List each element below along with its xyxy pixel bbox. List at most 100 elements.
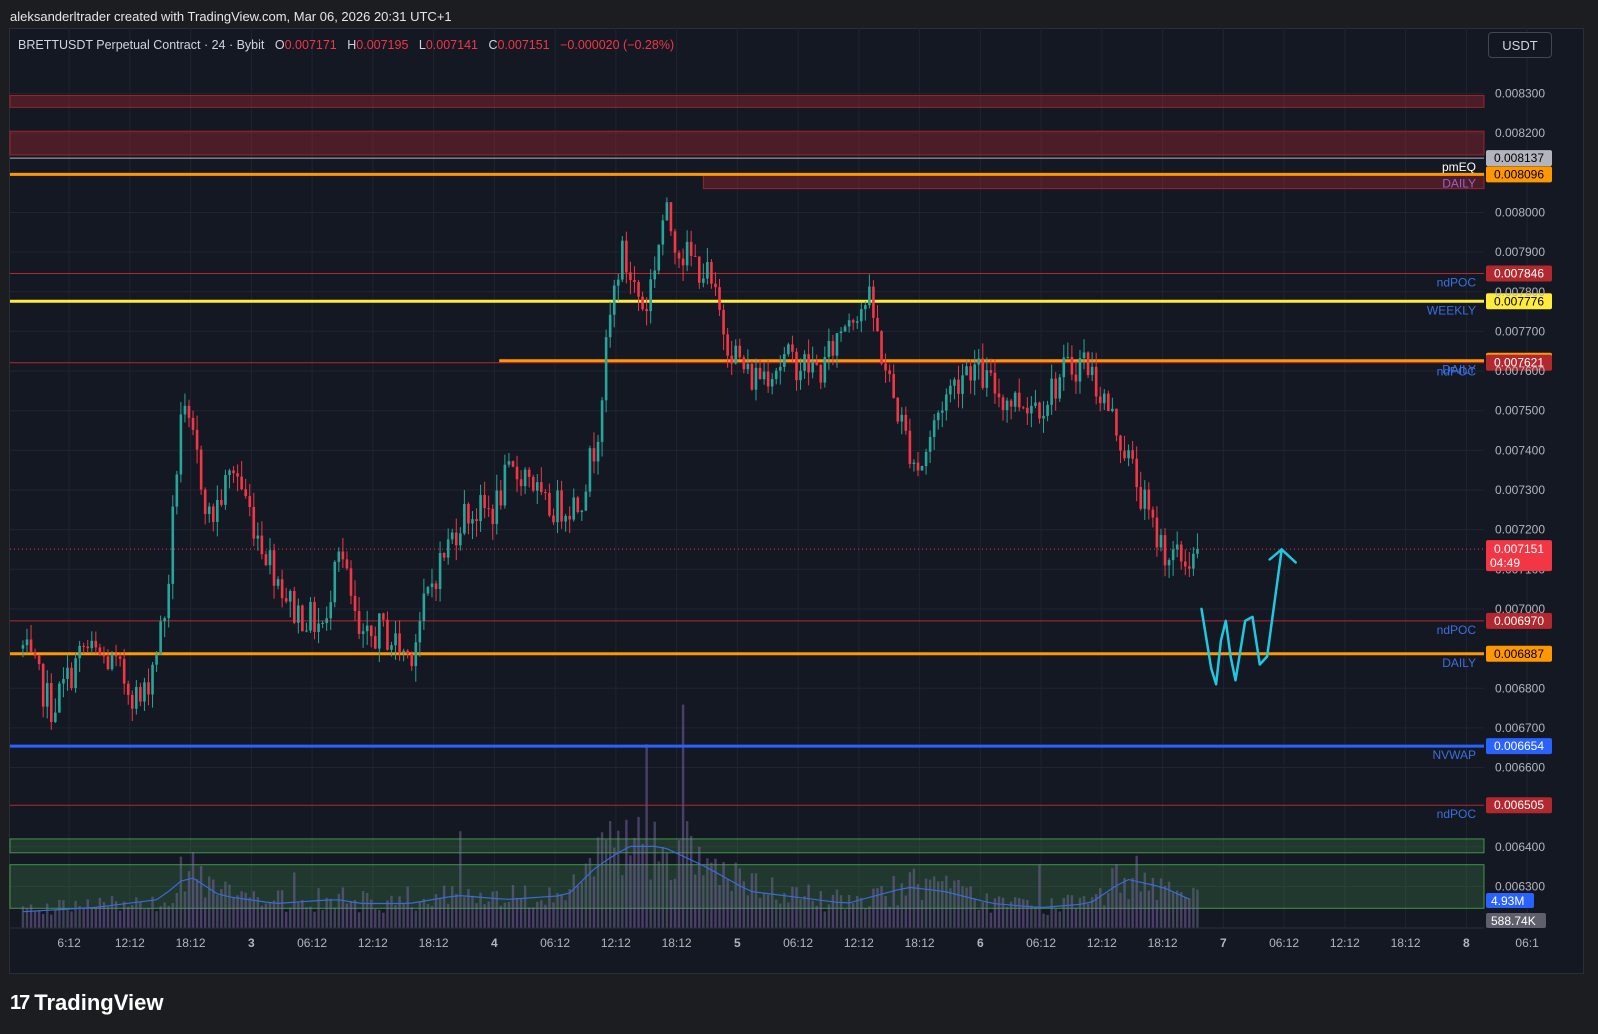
volume-bar <box>357 912 361 928</box>
high-label: H <box>347 38 357 52</box>
candle-body <box>1151 509 1155 518</box>
volume-bar <box>98 897 102 928</box>
volume-bar <box>665 852 669 928</box>
candle <box>1135 446 1138 502</box>
volume-bar <box>463 897 466 928</box>
y-axis-tick-label: 0.007200 <box>1495 523 1545 537</box>
volume-bar <box>661 847 665 928</box>
candle-body <box>653 270 657 280</box>
volume-bar <box>1030 905 1033 928</box>
arrow-up-icon <box>1268 547 1297 564</box>
open-label: O <box>274 38 285 52</box>
demand-zone <box>9 838 1485 854</box>
candle-body <box>1042 415 1045 419</box>
candle <box>341 537 345 568</box>
currency-button[interactable]: USDT <box>1488 32 1552 58</box>
candle <box>292 586 296 625</box>
candle-body <box>122 658 126 684</box>
chart-pane[interactable] <box>9 28 1584 974</box>
price-tag-label: 0.007776 <box>1494 294 1544 308</box>
volume-bar <box>734 862 737 928</box>
candle-body <box>1119 435 1122 451</box>
candle <box>309 597 312 633</box>
candle-body <box>110 654 114 670</box>
candle <box>394 620 397 660</box>
candle <box>519 470 523 496</box>
candle-body <box>187 405 191 418</box>
candle <box>159 615 162 655</box>
candle <box>236 464 239 492</box>
candle-body <box>236 473 239 477</box>
volume-bar <box>884 896 887 928</box>
volume-bar <box>896 905 899 928</box>
price-tag-label: 0.006970 <box>1494 614 1544 628</box>
candle <box>414 633 418 682</box>
x-axis-tick-label: 06:12 <box>297 936 327 950</box>
candle-body <box>612 285 616 315</box>
candle <box>418 611 422 657</box>
candle <box>1001 394 1005 421</box>
candle-body <box>726 334 729 356</box>
y-axis-tick-label: 0.007700 <box>1495 324 1545 338</box>
volume-bar <box>325 897 328 928</box>
volume-bar <box>353 899 357 928</box>
candle <box>758 359 762 380</box>
volume-bar <box>58 899 61 928</box>
volume-bar <box>843 909 847 928</box>
candle-body <box>268 550 272 566</box>
volume-bar <box>750 873 754 928</box>
tradingview-logo: 17 TradingView <box>10 990 163 1016</box>
candle <box>774 367 778 385</box>
candle <box>450 528 454 545</box>
high-value: 0.007195 <box>356 38 409 52</box>
candle <box>556 479 559 534</box>
candle <box>175 470 179 515</box>
candle-body <box>309 601 312 631</box>
volume-bar <box>333 907 336 928</box>
candle <box>957 365 960 408</box>
x-axis-tick-label: 6:12 <box>57 936 81 950</box>
volume-bar <box>260 905 264 928</box>
x-axis-tick-label: 12:12 <box>1087 936 1117 950</box>
candle-body <box>349 568 353 596</box>
volume-bar <box>989 912 993 928</box>
volume-bar <box>378 909 381 928</box>
candle-body <box>702 278 705 283</box>
candle <box>345 551 349 571</box>
volume-bar <box>604 839 608 928</box>
volume-bar <box>600 832 604 928</box>
volume-bar <box>827 904 831 928</box>
candle <box>130 690 134 722</box>
volume-bar <box>467 888 470 928</box>
candle <box>1050 364 1053 415</box>
candle-body <box>426 587 430 594</box>
volume-bar <box>1058 911 1061 928</box>
candle <box>25 628 29 654</box>
candle <box>928 430 932 464</box>
price-tag <box>1486 293 1552 310</box>
candle-body <box>369 625 373 637</box>
candle <box>811 346 814 379</box>
candle <box>147 668 150 706</box>
candle-body <box>232 470 235 474</box>
volume-bar <box>1155 899 1159 928</box>
candle <box>965 360 968 376</box>
price-tag <box>1486 738 1552 755</box>
price-tag <box>1486 265 1552 282</box>
x-axis-tick-label: 8 <box>1463 936 1470 950</box>
candle-body <box>1123 450 1126 459</box>
candle <box>183 393 187 423</box>
candle-body <box>900 414 904 422</box>
volume-bar <box>224 881 227 928</box>
candle <box>78 640 81 673</box>
x-axis-tick-label: 06:12 <box>1026 936 1056 950</box>
volume-bar <box>916 883 920 928</box>
candle <box>86 639 90 653</box>
y-axis-tick-label: 0.007300 <box>1495 483 1545 497</box>
volume-bar <box>576 885 579 928</box>
candle <box>62 667 65 698</box>
candle <box>548 483 551 518</box>
candle <box>985 357 989 397</box>
volume-bar <box>766 894 770 928</box>
